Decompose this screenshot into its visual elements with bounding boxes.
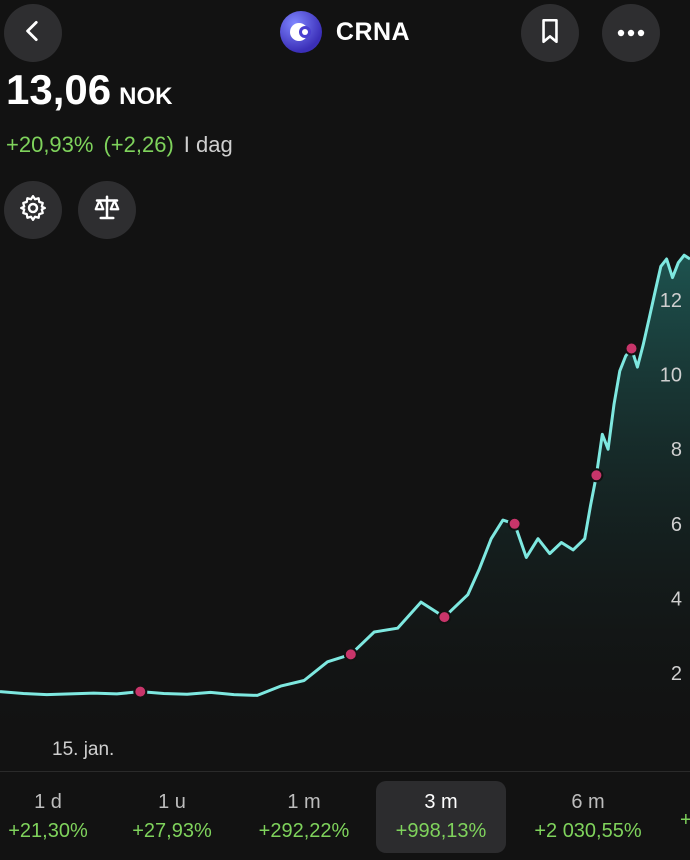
period-tab-change: +998,13% <box>395 820 487 842</box>
back-button[interactable] <box>4 4 62 62</box>
period-tab[interactable]: 1 d +21,30% <box>0 781 113 853</box>
change-percent: +20,93% <box>6 132 94 157</box>
period-tab-label: 1 d <box>34 791 62 813</box>
period-tab-label: 6 m <box>571 791 605 813</box>
period-tab[interactable]: 1 u +27,93% <box>107 781 237 853</box>
change-period: I dag <box>183 132 233 157</box>
period-tab-label: 1 u <box>158 791 186 813</box>
period-tabs: 1 d +21,30% 1 u +27,93% 1 m +292,22% 3 m +998,1… <box>0 771 690 860</box>
period-tab-change: + <box>680 808 690 831</box>
event-marker[interactable] <box>624 341 639 356</box>
period-tab[interactable]: 3 m +998,13% <box>376 781 506 853</box>
x-axis-label: 15. jan. <box>52 739 114 760</box>
current-price: 13,06 <box>6 66 112 113</box>
y-tick-label: 8 <box>671 439 682 461</box>
header-title: CRNA <box>0 8 690 56</box>
chart-settings-button[interactable] <box>4 181 62 239</box>
ticker-symbol: CRNA <box>335 17 411 46</box>
event-marker[interactable] <box>437 610 452 625</box>
change-absolute: (+2,26) <box>103 132 174 157</box>
price-block: 13,06 NOK <box>6 66 172 114</box>
period-tab-change: +21,30% <box>8 820 88 842</box>
period-tab[interactable]: 1 m +292,22% <box>239 781 369 853</box>
event-marker[interactable] <box>343 647 358 662</box>
period-tab-change: +292,22% <box>258 820 350 842</box>
period-tab-label: 1 m <box>287 791 321 813</box>
company-logo <box>279 11 322 53</box>
price-chart[interactable]: 2 4 6 8 10 12 15. jan. <box>0 220 690 765</box>
event-marker[interactable] <box>507 516 522 531</box>
more-horizontal-icon <box>616 24 646 42</box>
compare-button[interactable] <box>78 181 136 239</box>
bookmark-icon <box>537 17 563 50</box>
currency: NOK <box>119 83 173 110</box>
period-tab[interactable]: 6 m +2 030,55% <box>523 781 653 853</box>
period-tab-label: 3 m <box>424 791 458 813</box>
y-tick-label: 4 <box>671 588 682 610</box>
gear-icon <box>18 193 48 228</box>
event-marker[interactable] <box>133 684 148 699</box>
period-tab-change: +2 030,55% <box>534 820 642 842</box>
y-tick-label: 12 <box>660 290 682 312</box>
event-marker[interactable] <box>589 468 604 483</box>
chart-area-fill <box>0 255 690 765</box>
chevron-left-icon <box>20 18 46 49</box>
period-tab-change: +27,93% <box>132 820 212 842</box>
y-tick-label: 6 <box>671 514 682 536</box>
price-change: +20,93% (+2,26) I dag <box>6 132 233 158</box>
y-tick-label: 10 <box>660 365 682 387</box>
more-button[interactable] <box>602 4 660 62</box>
bookmark-button[interactable] <box>521 4 579 62</box>
y-tick-label: 2 <box>671 663 682 685</box>
scale-icon <box>92 193 122 228</box>
period-tab[interactable]: + <box>680 781 690 853</box>
